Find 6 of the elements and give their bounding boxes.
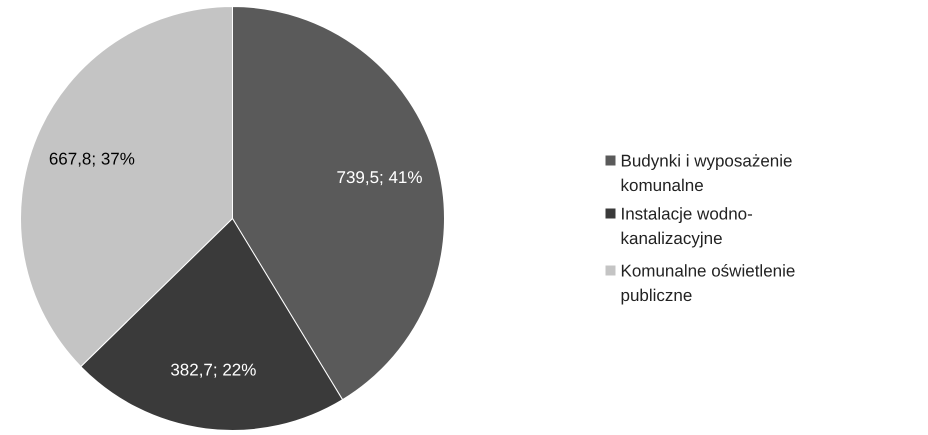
legend-label: Komunalne oświetlenie publiczne [620,262,796,306]
data-label: 382,7; 22% [170,360,256,380]
data-label: 739,5; 41% [336,168,422,187]
legend-label: Budynki i wyposażenie komunalne [620,152,792,196]
legend-label: Instalacje wodno-kanalizacyjne [620,204,753,248]
data-label: 667,8; 37% [48,150,135,169]
